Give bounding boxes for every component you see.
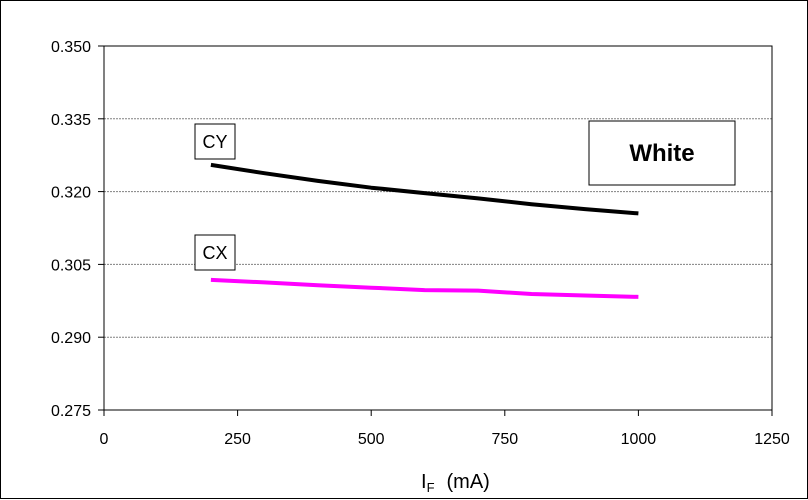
y-axis: 0.275 0.290 0.305 0.320 0.335 0.350	[51, 39, 104, 420]
x-axis-title-main: I	[421, 471, 427, 493]
x-tick-label: 1250	[754, 431, 790, 448]
series-line-cy	[210, 162, 639, 216]
y-tick-label: 0.350	[51, 39, 91, 56]
x-axis-title-unit: (mA)	[447, 471, 490, 493]
y-tick-label: 0.290	[51, 330, 91, 347]
series-group	[210, 162, 639, 299]
y-tick-label: 0.305	[51, 257, 91, 274]
y-tick-label: 0.275	[51, 403, 91, 420]
series-label-cy: CY	[194, 123, 236, 160]
title-box: White	[588, 120, 736, 186]
x-axis: 0 250 500 750 1000 1250	[100, 410, 790, 448]
y-tick-label: 0.335	[51, 112, 91, 129]
x-tick-label: 1000	[621, 431, 657, 448]
x-tick-label: 0	[100, 431, 109, 448]
series-line-cx	[210, 277, 639, 299]
chart-title: White	[629, 140, 694, 167]
x-tick-label: 500	[358, 431, 385, 448]
x-axis-title: IF (mA)	[421, 471, 490, 495]
y-tick-label: 0.320	[51, 185, 91, 202]
x-tick-label: 750	[491, 431, 518, 448]
x-tick-label: 250	[224, 431, 251, 448]
plot-area	[103, 45, 773, 411]
series-label-cx-text: CX	[202, 243, 227, 263]
series-label-cx: CX	[194, 234, 236, 271]
x-axis-title-sub: F	[427, 480, 435, 495]
series-label-cy-text: CY	[202, 132, 227, 152]
